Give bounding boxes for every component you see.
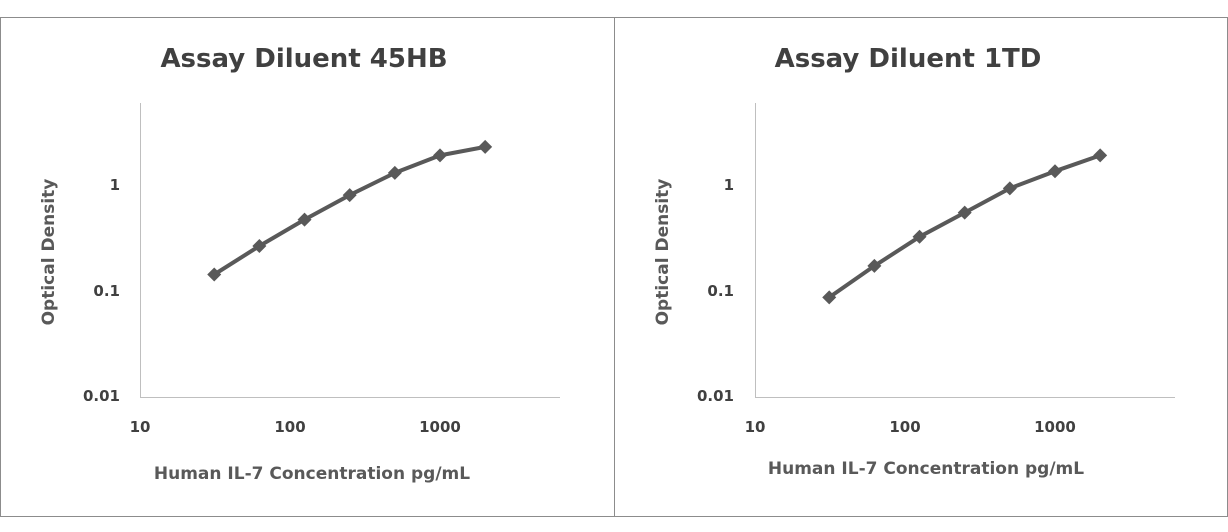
chart-assay-diluent-1td: Assay Diluent 1TD 0.01 0.1 1 10 100 1000… bbox=[653, 44, 1175, 479]
data-point-marker bbox=[1048, 164, 1062, 179]
y-tick-labels: 0.01 0.1 1 bbox=[83, 176, 120, 405]
data-series bbox=[822, 148, 1108, 305]
chart-title: Assay Diluent 45HB bbox=[160, 44, 447, 74]
data-point-marker bbox=[912, 229, 927, 244]
data-point-marker bbox=[387, 165, 402, 180]
y-tick-label: 0.01 bbox=[697, 387, 734, 405]
y-axis-title: Optical Density bbox=[39, 179, 59, 326]
y-tick-label: 0.1 bbox=[93, 282, 120, 300]
data-point-marker bbox=[1093, 148, 1108, 163]
data-point-marker bbox=[867, 258, 882, 273]
data-point-marker bbox=[957, 205, 972, 220]
x-tick-label: 1000 bbox=[1034, 418, 1076, 436]
x-axis-title: Human IL-7 Concentration pg/mL bbox=[768, 459, 1084, 479]
y-tick-label: 1 bbox=[724, 176, 734, 194]
axes bbox=[755, 103, 1175, 398]
x-tick-label: 100 bbox=[274, 418, 305, 436]
data-point-marker bbox=[1002, 181, 1017, 196]
data-series bbox=[207, 139, 493, 282]
chart-assay-diluent-45hb: Assay Diluent 45HB 0.01 0.1 1 10 100 100… bbox=[39, 44, 560, 484]
y-tick-label: 0.1 bbox=[707, 282, 734, 300]
x-tick-label: 1000 bbox=[419, 418, 461, 436]
x-tick-label: 100 bbox=[889, 418, 920, 436]
data-point-marker bbox=[433, 148, 447, 163]
axes bbox=[140, 103, 560, 398]
data-point-marker bbox=[342, 188, 357, 203]
data-point-marker bbox=[297, 212, 312, 227]
data-point-marker bbox=[478, 139, 493, 154]
y-tick-label: 1 bbox=[110, 176, 120, 194]
x-tick-labels: 10 100 1000 bbox=[745, 418, 1076, 436]
y-tick-labels: 0.01 0.1 1 bbox=[697, 176, 734, 405]
y-tick-label: 0.01 bbox=[83, 387, 120, 405]
x-axis-title: Human IL-7 Concentration pg/mL bbox=[154, 464, 470, 484]
data-point-marker bbox=[252, 238, 267, 253]
x-tick-label: 10 bbox=[745, 418, 766, 436]
data-point-marker bbox=[207, 267, 222, 282]
y-axis-title: Optical Density bbox=[653, 179, 673, 326]
data-point-marker bbox=[822, 290, 837, 305]
x-tick-label: 10 bbox=[130, 418, 151, 436]
chart-title: Assay Diluent 1TD bbox=[775, 44, 1042, 74]
x-tick-labels: 10 100 1000 bbox=[130, 418, 461, 436]
